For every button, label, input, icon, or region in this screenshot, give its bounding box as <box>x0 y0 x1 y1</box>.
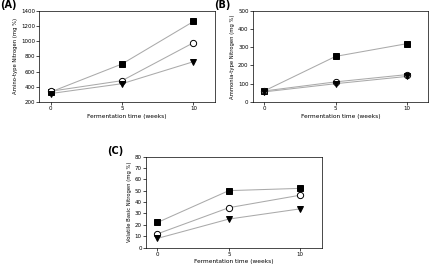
X-axis label: Fermentation time (weeks): Fermentation time (weeks) <box>194 259 273 264</box>
Y-axis label: Amino-type Nitrogen (mg %): Amino-type Nitrogen (mg %) <box>13 18 18 94</box>
X-axis label: Fermentation time (weeks): Fermentation time (weeks) <box>87 114 166 119</box>
Text: (A): (A) <box>0 0 17 10</box>
Y-axis label: Ammonia-type Nitrogen (mg %): Ammonia-type Nitrogen (mg %) <box>230 14 235 99</box>
Text: (B): (B) <box>214 0 230 10</box>
Y-axis label: Volatile Basic Nitrogen (mg %): Volatile Basic Nitrogen (mg %) <box>127 162 132 242</box>
X-axis label: Fermentation time (weeks): Fermentation time (weeks) <box>300 114 380 119</box>
Text: (C): (C) <box>107 146 123 156</box>
